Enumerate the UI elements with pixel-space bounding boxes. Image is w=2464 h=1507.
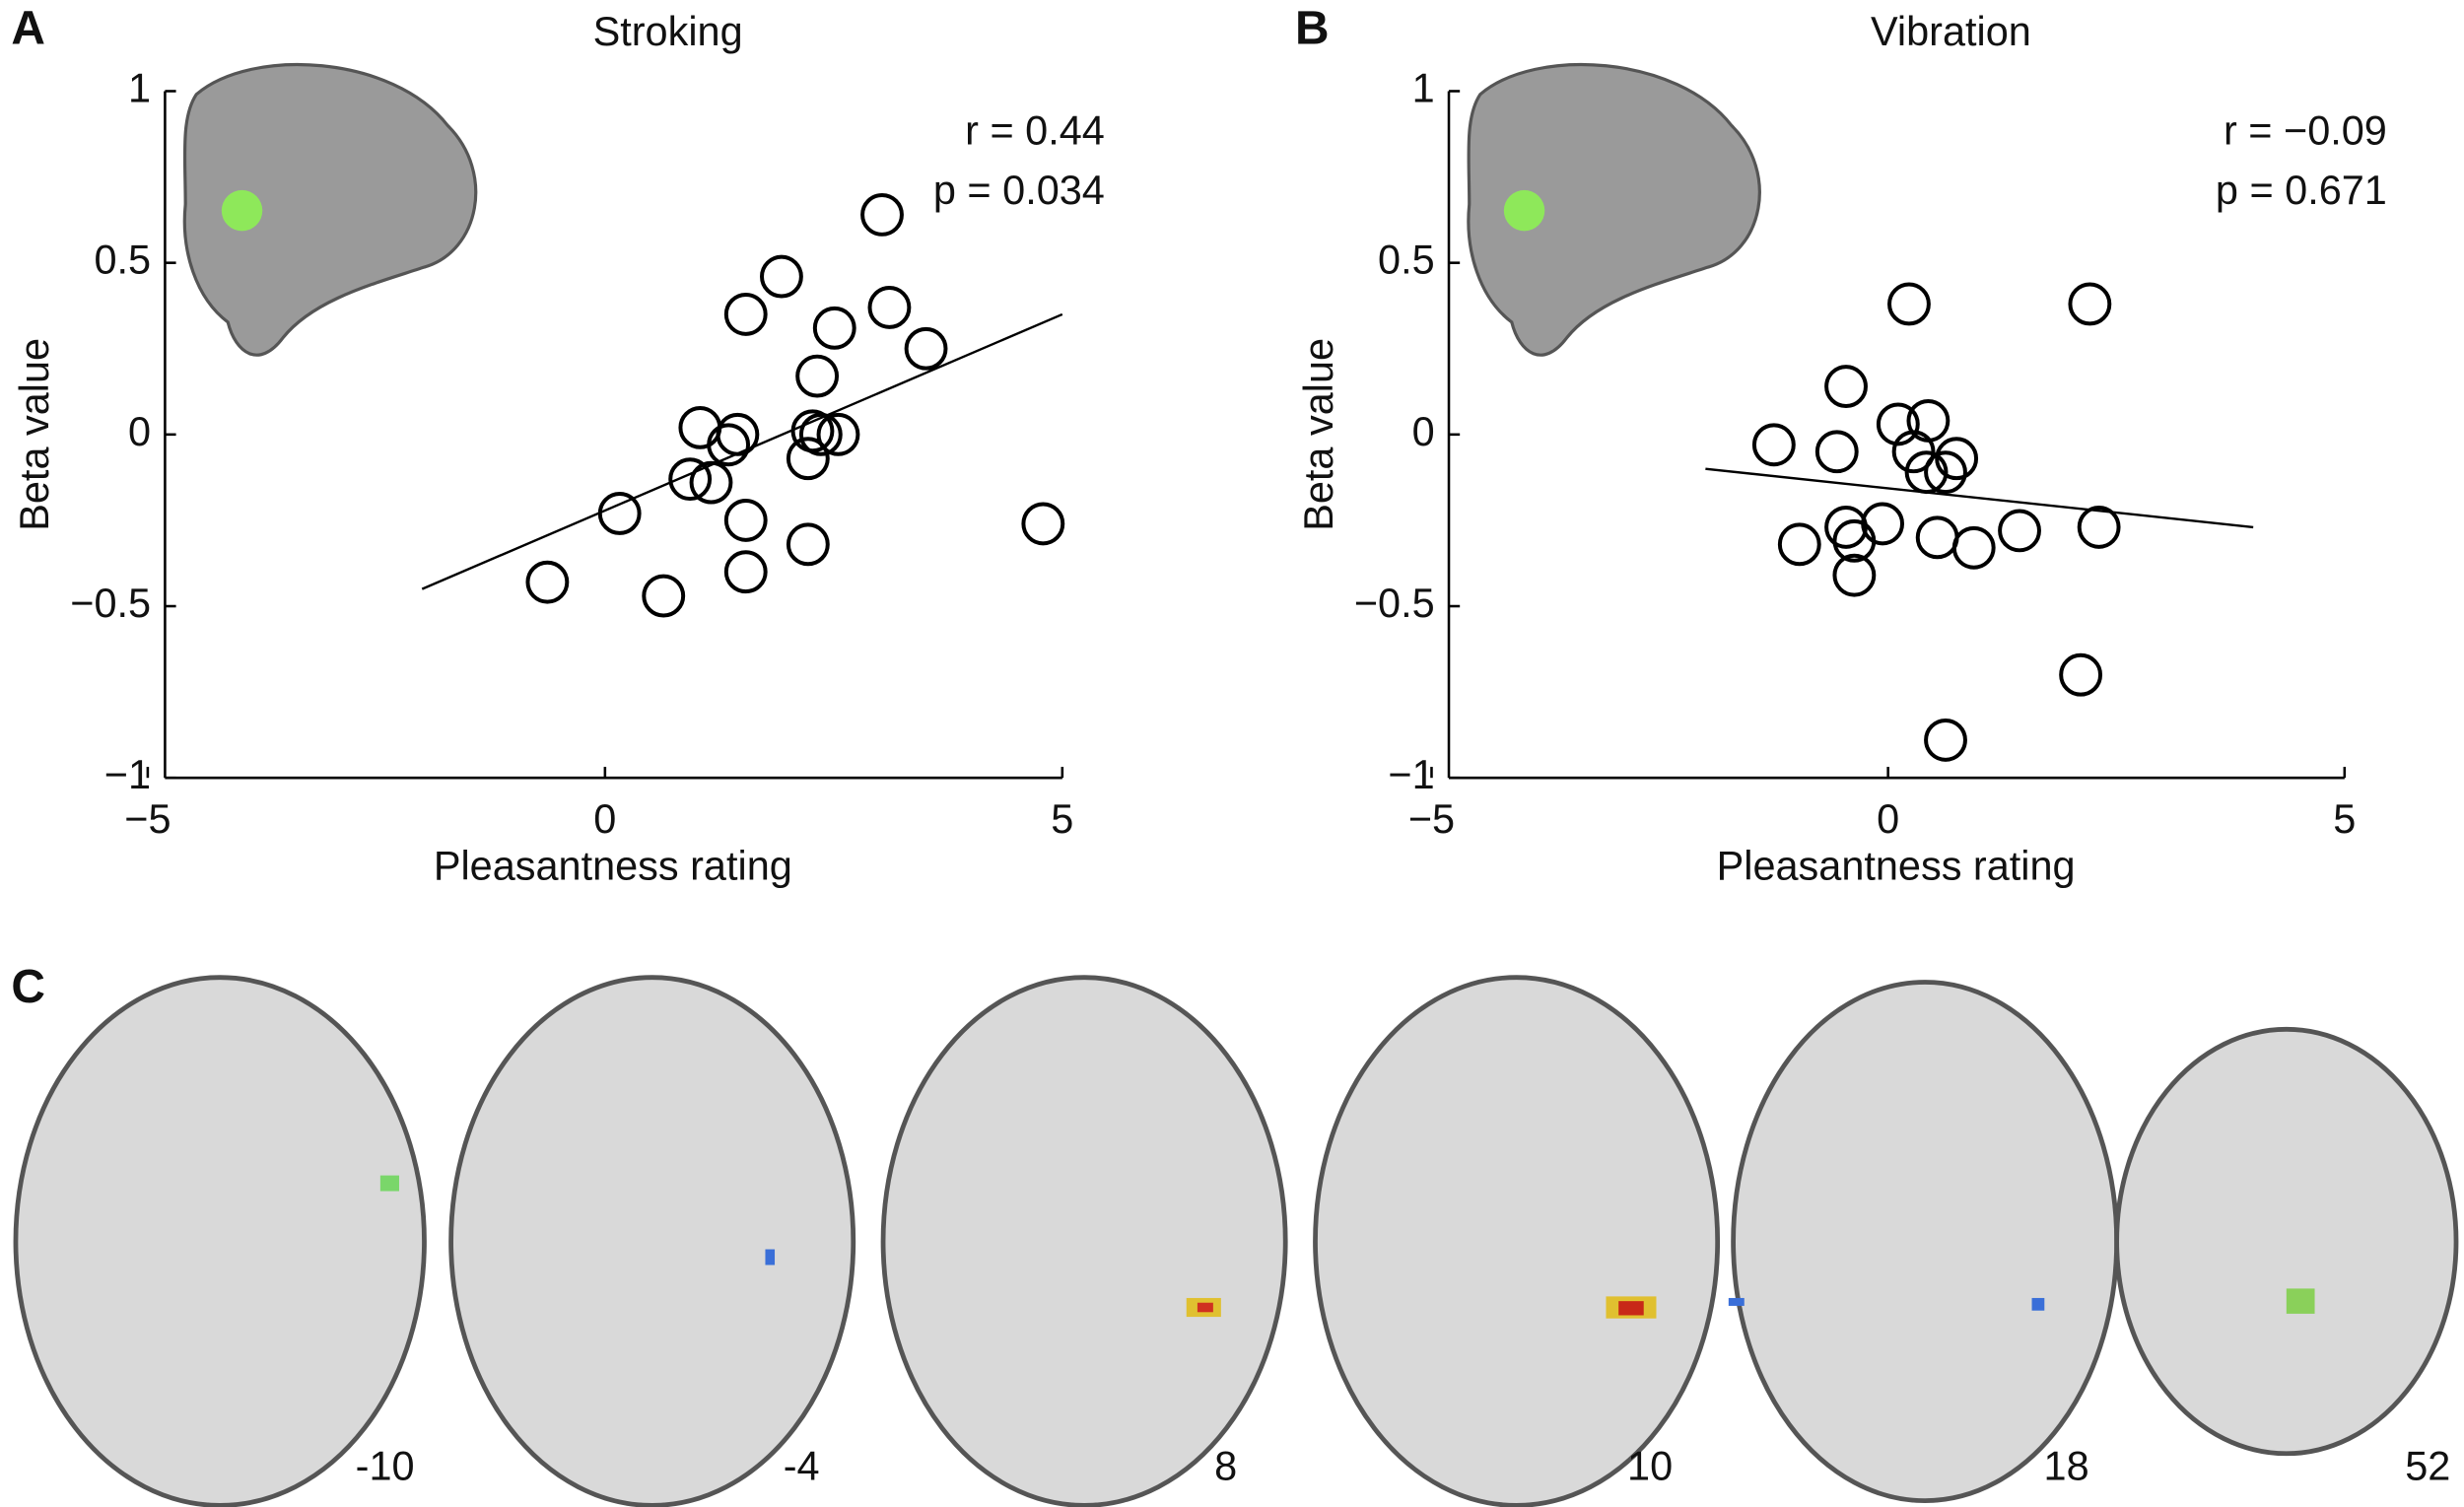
slice-label: 10 [1627,1443,1673,1489]
point [867,286,912,329]
brain-slice [880,975,1288,1507]
point [1832,518,1877,563]
slice-label: 52 [2405,1443,2450,1489]
x-tick-label: 5 [2333,795,2356,842]
y-tick-label: −0.5 [1354,580,1435,626]
point [816,412,860,456]
point [1832,553,1877,597]
point [1824,365,1868,408]
slice-label: 8 [1214,1443,1237,1489]
point [1814,430,1859,474]
brain-slice [1731,980,2120,1504]
point [642,574,686,618]
point [1998,509,2041,553]
slice-label: -4 [784,1443,820,1489]
point [1751,423,1796,467]
y-tick-label: −1 [1388,751,1434,797]
y-tick-label: 0.5 [94,237,151,283]
y-tick-label: −0.5 [70,580,151,626]
chart-title: Stroking [593,8,743,54]
point [1924,450,1967,495]
point [1777,522,1821,567]
x-tick-label: −5 [1408,795,1455,842]
x-tick-label: 0 [593,795,616,842]
point [798,412,843,456]
x-tick-label: 5 [1051,795,1073,842]
y-tick-label: 0 [128,408,151,454]
y-tick-label: 1 [128,64,151,110]
annotation: r = 0.44 [965,106,1105,153]
point [860,192,904,237]
x-tick-label: −5 [124,795,171,842]
slice-label: -10 [356,1443,415,1489]
point [1906,398,1951,443]
y-tick-label: 0 [1412,408,1435,454]
point [2068,282,2112,326]
x-axis-label: Pleasantness rating [1717,843,2076,889]
point [1861,502,1905,546]
point [678,405,722,449]
point [525,560,570,604]
point [760,254,803,299]
brain-inset [182,63,478,357]
point [689,460,733,505]
x-tick-label: 0 [1877,795,1899,842]
point [1904,450,1949,495]
point [723,499,768,542]
point [1891,430,1936,474]
y-axis-label: Beta value [1295,338,1341,531]
point [1824,505,1868,549]
point [904,326,948,371]
y-tick-label: 0.5 [1378,237,1435,283]
annotation: r = −0.09 [2224,106,2387,153]
brain-slices [13,975,2459,1507]
point [1915,515,1959,560]
point [1876,402,1920,446]
point [1935,437,1979,481]
point [1021,502,1065,546]
brain-slice [13,975,427,1507]
panel-label: C [11,961,45,1013]
point [786,437,830,481]
point [716,412,760,456]
point [812,306,856,350]
chart-title: Vibration [1871,8,2031,54]
point [707,423,751,467]
point [1951,525,1996,570]
point [597,492,642,535]
panel-label: B [1295,3,1330,55]
fit-line [1705,467,2254,529]
brain-inset [1467,63,1761,357]
point [723,550,768,594]
point [1887,282,1931,326]
annotation: p = 0.671 [2216,167,2387,213]
point [723,292,768,336]
y-tick-label: −1 [104,751,151,797]
brain-slice [448,975,856,1507]
point [668,457,713,502]
point [2077,505,2121,549]
point [795,354,840,398]
y-tick-label: 1 [1412,64,1435,110]
annotation: p = 0.034 [933,167,1105,213]
point [786,522,830,567]
brain-slice [1313,975,1720,1507]
slice-label: 18 [2044,1443,2089,1489]
brain-slice [2114,1026,2459,1457]
point [2059,652,2103,697]
x-axis-label: Pleasantness rating [434,843,792,889]
point [1924,718,1967,762]
y-axis-label: Beta value [11,338,57,531]
panel-label: A [11,3,45,55]
